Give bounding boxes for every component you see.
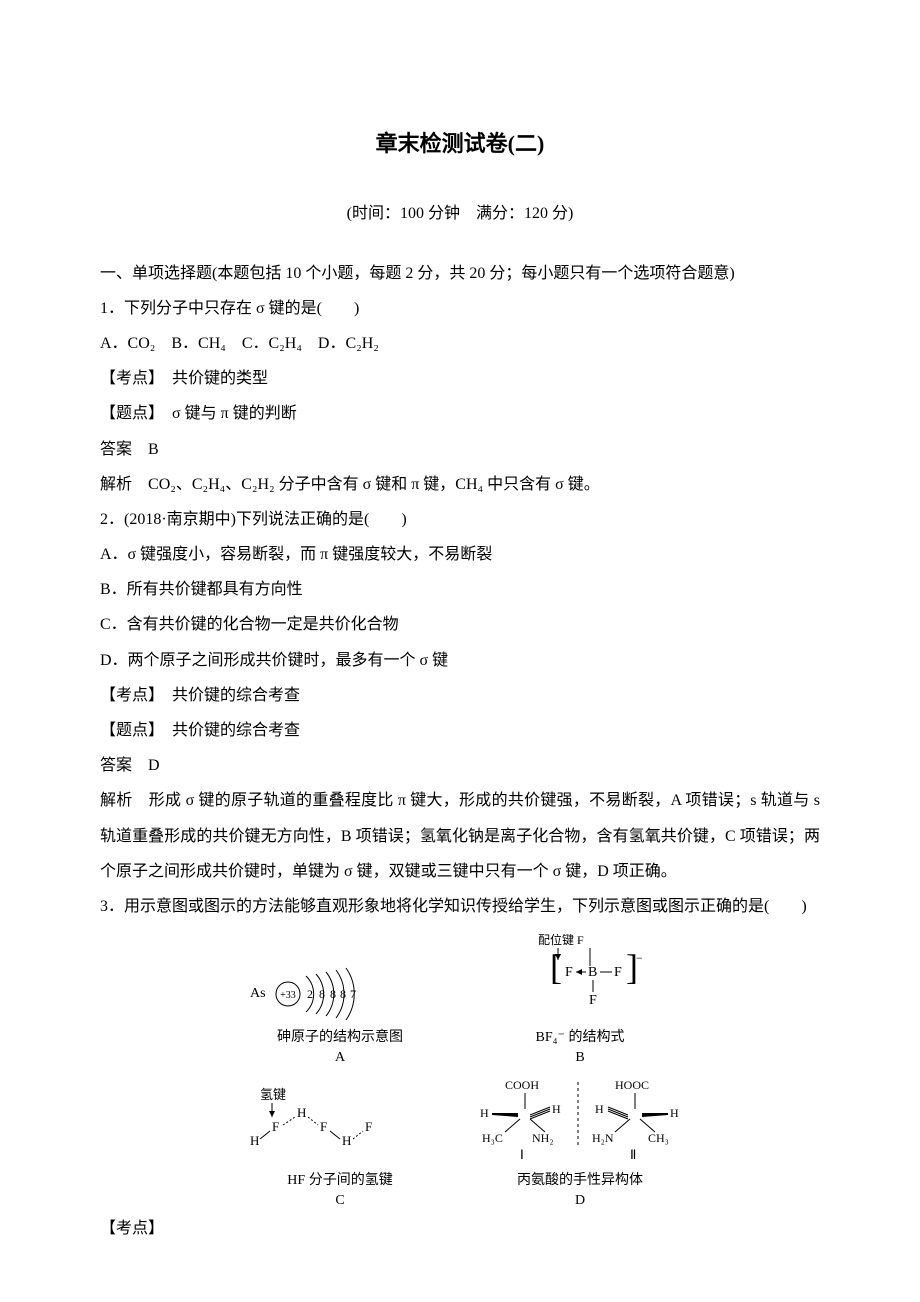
page-title: 章末检测试卷(二) [100,120,820,168]
q2-optC: C．含有共价键的化合物一定是共价化合物 [100,607,820,642]
q1-answer-label: 答案 [100,441,132,458]
q2-explanation: 解析 形成 σ 键的原子轨道的重叠程度比 π 键大，形成的共价键强，不易断裂，A… [100,783,820,889]
svg-text:COOH: COOH [505,1078,539,1092]
svg-text:H: H [595,1102,604,1116]
svg-text:As: As [250,986,266,1001]
svg-text:NH₂: NH₂ [532,1131,554,1145]
svg-text:F: F [272,1119,279,1134]
q2-optA: A．σ 键强度小，容易断裂，而 π 键强度较大，不易断裂 [100,537,820,572]
page-subtitle: (时间：100 分钟 满分：120 分) [100,196,820,231]
q1-kaodian-label: 【考点】 [100,370,156,387]
q1-tidian-text: σ 键与 π 键的判断 [156,405,297,422]
figure-a: As +33 2 8 8 8 7 砷原子的结构示意图 A [230,934,450,1067]
figure-b-letter: B [575,1048,584,1068]
figure-c: 氢键 H F H F H F HF 分子间的氢键 C [230,1077,450,1210]
svg-text:H₂N: H₂N [592,1131,614,1145]
q2-answer-label: 答案 [100,757,132,774]
q2-stem: 2．(2018·南京期中)下列说法正确的是( ) [100,502,820,537]
figure-d-svg: COOH HOOC H H H H H₃C NH₂ [470,1077,690,1167]
q2-tidian-label: 【题点】 [100,722,156,739]
svg-text:H: H [250,1133,259,1148]
q3-kaodian: 【考点】 [100,1211,820,1246]
q2-optD: D．两个原子之间形成共价键时，最多有一个 σ 键 [100,643,820,678]
q3-figure-grid: As +33 2 8 8 8 7 砷原子的结构示意图 A 配位键 F [230,934,690,1210]
q2-exp-label: 解析 [100,792,133,809]
q1-options: A．CO₂ B．CH₄ C．C₂H₄ D．C₂H₂ [100,326,820,361]
q2-kaodian: 【考点】 共价键的综合考查 [100,678,820,713]
svg-text:F: F [320,1119,327,1134]
q2-tidian-text: 共价键的综合考查 [156,722,300,739]
svg-text:8: 8 [340,987,346,1001]
svg-text:氢键: 氢键 [260,1087,286,1102]
svg-text:[: [ [550,947,562,987]
q2-kaodian-label: 【考点】 [100,687,156,704]
svg-text:配位键 F: 配位键 F [538,934,584,947]
figure-a-svg: As +33 2 8 8 8 7 [240,964,440,1024]
svg-text:Ⅰ: Ⅰ [520,1147,524,1162]
figure-b-caption: BF₄⁻ 的结构式 [536,1028,625,1048]
svg-text:8: 8 [319,987,325,1001]
svg-text:F: F [614,965,622,980]
svg-text:H₃C: H₃C [482,1131,503,1145]
q2-answer-text: D [132,757,160,774]
section-header: 一、单项选择题(本题包括 10 个小题，每题 2 分，共 20 分；每小题只有一… [100,256,820,291]
q3-figure-container: As +33 2 8 8 8 7 砷原子的结构示意图 A 配位键 F [100,934,820,1210]
q3-kaodian-label: 【考点】 [100,1220,164,1237]
figure-a-caption: 砷原子的结构示意图 [277,1028,403,1048]
svg-text:F: F [589,993,597,1008]
svg-text:F: F [565,965,573,980]
svg-text:H: H [670,1106,679,1120]
q1-explanation: 解析 CO₂、C₂H₄、C₂H₂ 分子中含有 σ 键和 π 键，CH₄ 中只含有… [100,467,820,502]
svg-text:CH₃: CH₃ [648,1131,669,1145]
svg-text:H: H [480,1106,489,1120]
figure-d: COOH HOOC H H H H H₃C NH₂ [470,1077,690,1210]
figure-a-letter: A [335,1048,345,1068]
svg-text:−: − [636,951,643,965]
q2-tidian: 【题点】 共价键的综合考查 [100,713,820,748]
q1-stem: 1．下列分子中只存在 σ 键的是( ) [100,291,820,326]
q2-exp-text: 形成 σ 键的原子轨道的重叠程度比 π 键大，形成的共价键强，不易断裂，A 项错… [100,792,820,879]
figure-d-letter: D [575,1191,585,1211]
q1-kaodian: 【考点】 共价键的类型 [100,361,820,396]
svg-text:F: F [365,1119,372,1134]
figure-c-svg: 氢键 H F H F H F [240,1087,440,1167]
q1-answer: 答案 B [100,432,820,467]
q1-tidian-label: 【题点】 [100,405,156,422]
svg-text:H: H [297,1105,306,1120]
svg-text:Ⅱ: Ⅱ [630,1147,636,1162]
q3-stem: 3．用示意图或图示的方法能够直观形象地将化学知识传授给学生，下列示意图或图示正确… [100,889,820,924]
svg-text:H: H [342,1133,351,1148]
q2-kaodian-text: 共价键的综合考查 [156,687,300,704]
q1-exp-label: 解析 [100,476,132,493]
figure-b: 配位键 F [ F B F ] − F BF₄⁻ 的结构式 B [470,934,690,1067]
q1-answer-text: B [132,441,159,458]
svg-text:8: 8 [330,987,336,1001]
figure-c-caption: HF 分子间的氢键 [287,1171,392,1191]
svg-text:H: H [552,1102,561,1116]
figure-c-letter: C [335,1191,344,1211]
q2-optB: B．所有共价键都具有方向性 [100,572,820,607]
svg-text:HOOC: HOOC [615,1078,649,1092]
svg-text:+33: +33 [280,990,296,1001]
q1-exp-text: CO₂、C₂H₄、C₂H₂ 分子中含有 σ 键和 π 键，CH₄ 中只含有 σ … [132,476,600,493]
q2-answer: 答案 D [100,748,820,783]
svg-text:B: B [588,965,597,980]
figure-d-caption: 丙氨酸的手性异构体 [517,1171,643,1191]
svg-text:7: 7 [350,987,356,1001]
figure-b-svg: 配位键 F [ F B F ] − F [490,934,670,1024]
q1-tidian: 【题点】 σ 键与 π 键的判断 [100,396,820,431]
q1-kaodian-text: 共价键的类型 [156,370,268,387]
svg-text:2: 2 [307,987,313,1001]
